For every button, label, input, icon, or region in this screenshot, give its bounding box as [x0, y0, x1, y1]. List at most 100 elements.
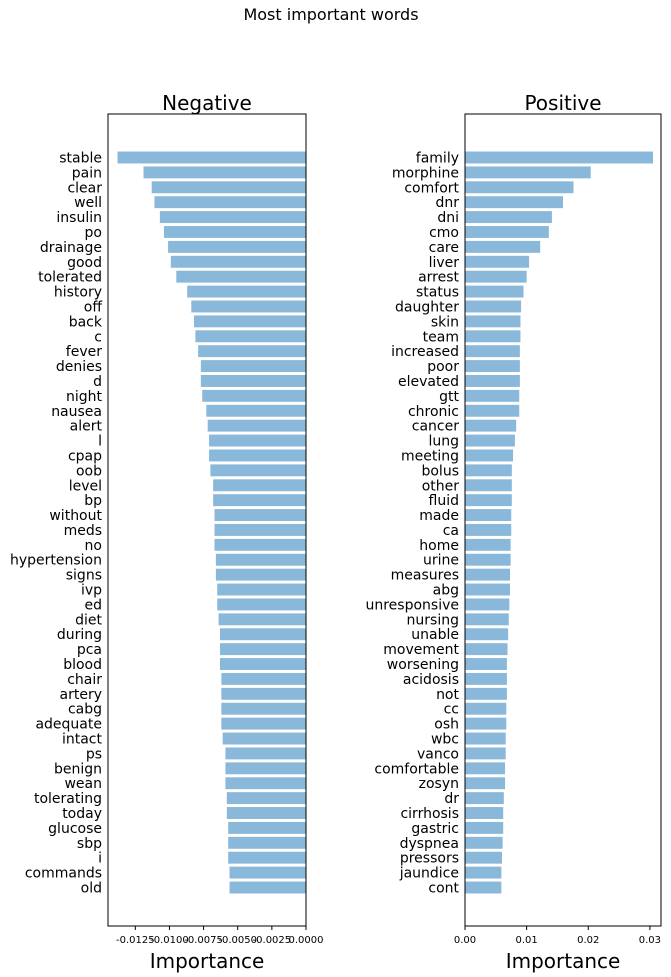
- bar-abg: [465, 583, 510, 596]
- category-label-ca: ca: [443, 523, 459, 539]
- category-label-today: today: [62, 806, 102, 822]
- category-label-clear: clear: [67, 180, 102, 196]
- bar-zosyn: [465, 777, 506, 790]
- category-label-meeting: meeting: [401, 448, 459, 464]
- category-label-skin: skin: [431, 314, 459, 330]
- bar-cc: [465, 702, 507, 715]
- bar-tolerating: [226, 792, 306, 805]
- category-label-zosyn: zosyn: [419, 776, 459, 792]
- bar-insulin: [159, 211, 306, 224]
- bar-history: [187, 285, 306, 298]
- bar-other: [465, 479, 512, 492]
- bar-skin: [465, 315, 521, 328]
- x-tick-label: 0.01: [516, 935, 538, 946]
- bar-meeting: [465, 449, 514, 462]
- category-label-status: status: [416, 285, 459, 301]
- category-label-alert: alert: [70, 419, 103, 435]
- bar-urine: [465, 553, 511, 566]
- category-label-pain: pain: [72, 165, 102, 181]
- bar-bp: [213, 494, 306, 507]
- category-label-no: no: [85, 538, 102, 554]
- x-axis-label: Importance: [150, 949, 265, 973]
- category-label-po: po: [85, 225, 102, 241]
- x-tick-label: -0.0125: [116, 935, 155, 946]
- bar-diet: [218, 613, 306, 626]
- bar-old: [229, 881, 306, 894]
- bar-comfort: [465, 181, 574, 194]
- bar-dyspnea: [465, 836, 503, 849]
- bar-cancer: [465, 419, 517, 432]
- category-label-vanco: vanco: [417, 746, 459, 762]
- category-label-denies: denies: [56, 359, 102, 375]
- category-label-during: during: [57, 627, 102, 643]
- bar-ps: [225, 747, 306, 760]
- bar-lung: [465, 434, 515, 447]
- category-label-d: d: [93, 374, 102, 390]
- category-label-not: not: [436, 687, 459, 703]
- bar-daughter: [465, 300, 522, 313]
- bar-d: [200, 375, 306, 387]
- category-label-sbp: sbp: [77, 836, 102, 852]
- bar-today: [226, 807, 306, 819]
- category-label-other: other: [422, 478, 460, 494]
- bar-wean: [225, 777, 306, 790]
- bar-dnr: [465, 196, 563, 209]
- category-label-off: off: [84, 299, 103, 315]
- category-label-dnr: dnr: [435, 195, 459, 211]
- category-label-cmo: cmo: [429, 225, 459, 241]
- category-label-comfortable: comfortable: [374, 761, 459, 777]
- category-label-artery: artery: [60, 687, 102, 703]
- category-label-old: old: [81, 881, 102, 897]
- bar-stable: [117, 151, 306, 164]
- category-label-well: well: [74, 195, 102, 211]
- bar-measures: [465, 568, 510, 581]
- bar-pressors: [465, 851, 502, 864]
- category-label-wean: wean: [64, 776, 102, 792]
- bar-acidosis: [465, 672, 507, 685]
- category-label-elevated: elevated: [398, 374, 459, 390]
- category-label-pca: pca: [77, 642, 102, 658]
- bar-sbp: [228, 836, 306, 849]
- category-label-care: care: [429, 240, 459, 256]
- category-label-tolerating: tolerating: [34, 791, 102, 807]
- category-label-measures: measures: [391, 568, 459, 584]
- category-label-bolus: bolus: [421, 463, 459, 479]
- bar-jaundice: [465, 866, 502, 879]
- bar-no: [214, 538, 306, 551]
- category-label-osh: osh: [434, 717, 459, 733]
- category-label-cancer: cancer: [412, 419, 459, 435]
- bar-intact: [222, 732, 306, 745]
- category-label-hypertension: hypertension: [10, 553, 102, 569]
- bar-l: [209, 434, 306, 447]
- bar-cabg: [221, 702, 306, 715]
- x-tick-label: -0.0025: [253, 935, 292, 946]
- bar-cmo: [465, 226, 549, 238]
- category-label-poor: poor: [427, 359, 459, 375]
- category-label-level: level: [69, 478, 102, 494]
- bar-pain: [143, 166, 306, 179]
- bar-cpap: [209, 449, 306, 462]
- category-label-urine: urine: [423, 553, 459, 569]
- plot-frame: [107, 113, 307, 927]
- bar-c: [195, 330, 306, 343]
- x-tick-label: 0.00: [454, 935, 476, 946]
- bar-glucose: [228, 821, 306, 834]
- bar-dni: [465, 211, 552, 224]
- category-label-acidosis: acidosis: [403, 672, 459, 688]
- bar-ivp: [217, 583, 306, 596]
- category-label-blood: blood: [63, 657, 102, 673]
- category-label-l: l: [98, 434, 102, 450]
- category-label-chronic: chronic: [408, 404, 459, 420]
- category-label-comfort: comfort: [404, 180, 459, 196]
- bar-fever: [198, 345, 306, 358]
- category-label-insulin: insulin: [56, 210, 102, 226]
- category-label-cont: cont: [428, 881, 459, 897]
- bar-vanco: [465, 747, 506, 760]
- bar-nursing: [465, 613, 509, 626]
- category-label-good: good: [67, 255, 102, 271]
- category-label-cc: cc: [444, 702, 459, 718]
- bar-unresponsive: [465, 598, 510, 611]
- category-label-fluid: fluid: [429, 493, 459, 509]
- category-label-movement: movement: [383, 642, 459, 658]
- category-label-drainage: drainage: [40, 240, 102, 256]
